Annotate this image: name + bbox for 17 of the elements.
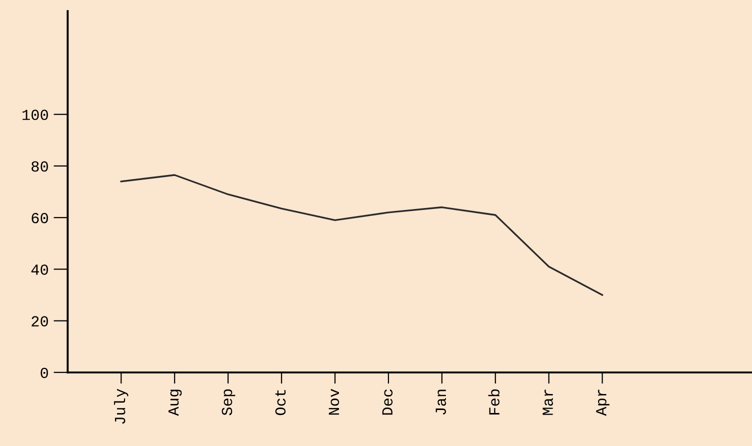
x-tick-label: Jan: [436, 390, 446, 415]
y-tick-label: 60: [32, 212, 48, 224]
line-series: [120, 174, 604, 296]
x-tick-label: July: [114, 388, 128, 424]
x-tick-label: Aug: [168, 390, 182, 416]
y-tick-label: 0: [40, 368, 48, 378]
x-tick-label: Nov: [328, 388, 340, 415]
x-tick-label: Oct: [275, 390, 286, 416]
y-tick-label: 80: [32, 161, 48, 172]
x-tick-label: Mar: [542, 390, 553, 415]
y-tick-label: 20: [32, 316, 48, 326]
y-tick-label: 100: [22, 110, 48, 120]
y-tick-label: 40: [31, 264, 48, 275]
x-tick-label: Dec: [382, 389, 393, 415]
x-tick-label: Sep: [222, 389, 236, 416]
x-tick-label: Apr: [596, 390, 610, 416]
x-tick-label: Feb: [488, 389, 500, 414]
